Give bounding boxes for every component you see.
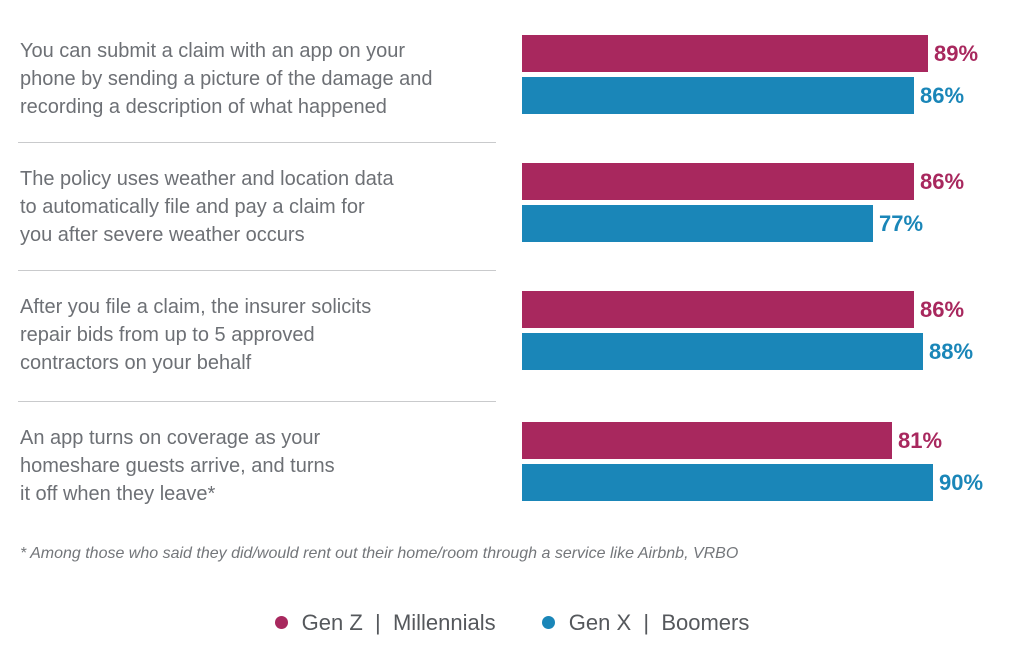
bar-genz bbox=[522, 422, 892, 459]
data-label-genz: 81% bbox=[898, 428, 943, 453]
category-label-line: You can submit a claim with an app on yo… bbox=[20, 40, 406, 62]
category-label-line: phone by sending a picture of the damage… bbox=[20, 68, 433, 90]
bar-genx bbox=[522, 333, 923, 370]
legend-swatch-genx bbox=[541, 615, 555, 629]
bar-genx bbox=[522, 77, 914, 114]
category-label-line: After you file a claim, the insurer soli… bbox=[20, 296, 372, 318]
bar-genx bbox=[522, 205, 873, 242]
legend-label-genx: Gen X | Boomers bbox=[568, 610, 750, 635]
data-label-genx: 77% bbox=[879, 211, 924, 236]
chart-legend: Gen Z | Millennials Gen X | Boomers bbox=[0, 610, 1024, 636]
bar-genx bbox=[522, 464, 933, 501]
chart-footnote: * Among those who said they did/would re… bbox=[20, 545, 739, 562]
legend-item-genx: Gen X | Boomers bbox=[541, 610, 750, 636]
category-label: The policy uses weather and location dat… bbox=[20, 165, 500, 249]
category-label: You can submit a claim with an app on yo… bbox=[20, 37, 500, 121]
category-label-line: to automatically file and pay a claim fo… bbox=[20, 196, 365, 218]
group-divider bbox=[18, 270, 496, 271]
group-divider bbox=[18, 142, 496, 143]
legend-item-genz: Gen Z | Millennials bbox=[274, 610, 496, 636]
data-label-genx: 90% bbox=[939, 470, 984, 495]
category-label-line: homeshare guests arrive, and turns bbox=[20, 455, 335, 477]
bar-genz bbox=[522, 35, 928, 72]
category-label-line: The policy uses weather and location dat… bbox=[20, 168, 394, 190]
data-label-genz: 86% bbox=[920, 297, 965, 322]
bar-genz bbox=[522, 163, 914, 200]
data-label-genx: 88% bbox=[929, 339, 974, 364]
data-label-genz: 86% bbox=[920, 169, 965, 194]
category-label-line: it off when they leave* bbox=[20, 483, 216, 505]
category-label-line: recording a description of what happened bbox=[20, 96, 387, 118]
category-label: An app turns on coverage as your homeshar… bbox=[20, 424, 500, 508]
category-label-line: An app turns on coverage as your bbox=[20, 427, 321, 449]
data-label-genz: 89% bbox=[934, 41, 979, 66]
legend-swatch-genz bbox=[274, 615, 288, 629]
legend-label-genz: Gen Z | Millennials bbox=[301, 610, 496, 635]
category-label-line: you after severe weather occurs bbox=[20, 224, 305, 246]
group-divider bbox=[18, 401, 496, 402]
category-label: After you file a claim, the insurer soli… bbox=[20, 293, 500, 377]
category-label-line: contractors on your behalf bbox=[20, 352, 252, 374]
bar-genz bbox=[522, 291, 914, 328]
category-label-line: repair bids from up to 5 approved bbox=[20, 324, 315, 346]
data-label-genx: 86% bbox=[920, 83, 965, 108]
